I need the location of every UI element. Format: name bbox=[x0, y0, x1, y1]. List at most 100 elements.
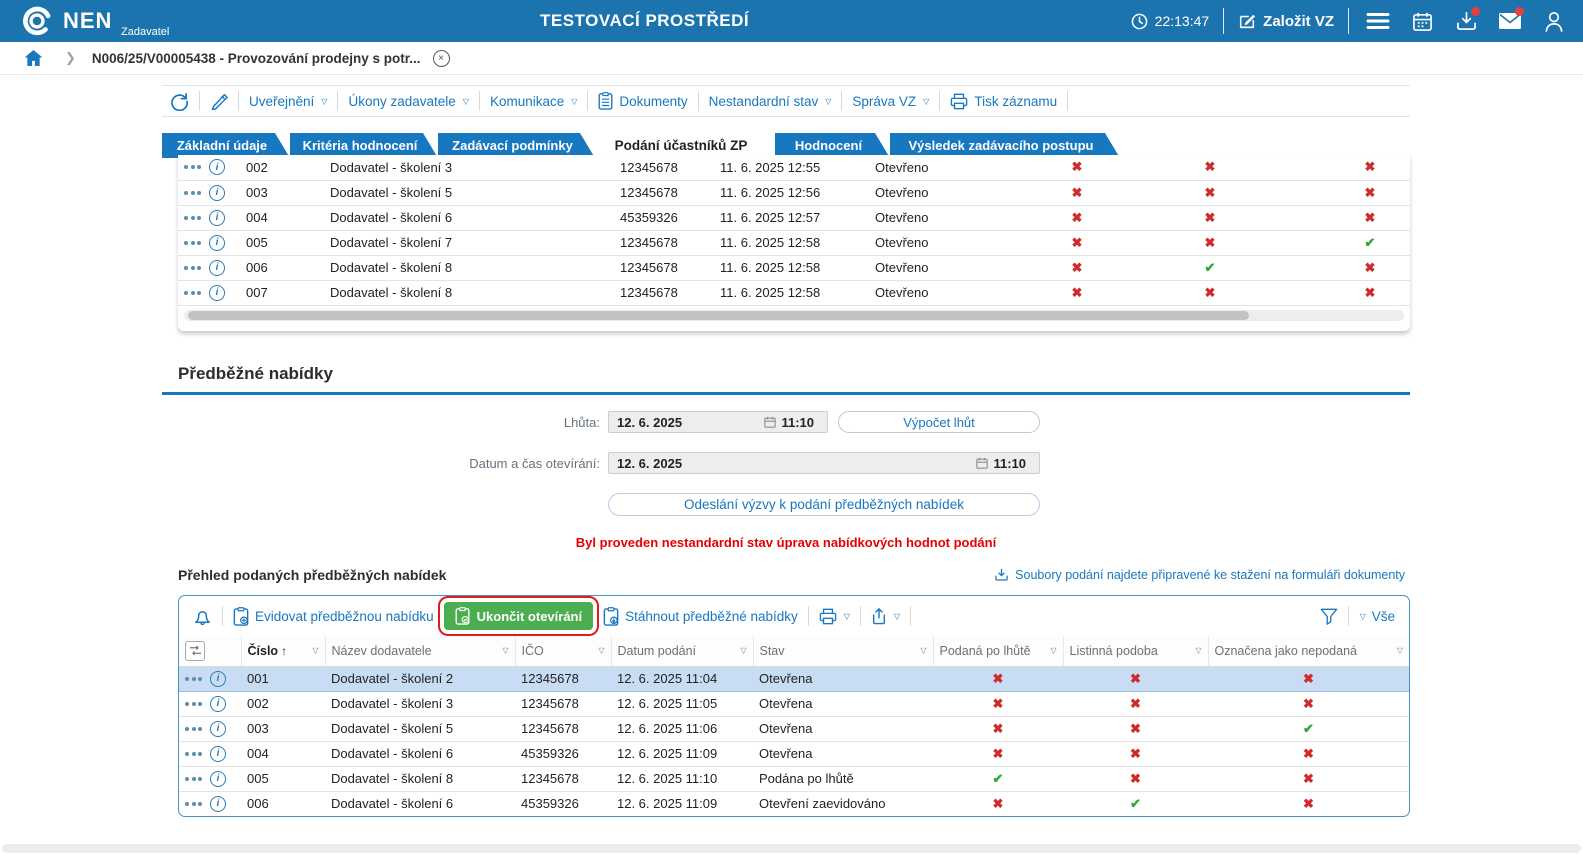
info-icon[interactable]: i bbox=[209, 159, 225, 176]
table-row[interactable]: i 006 Dodavatel - školení 8 12345678 11. 6.… bbox=[178, 255, 1410, 281]
calc-deadlines-button[interactable]: Výpočet lhůt bbox=[838, 411, 1040, 433]
table-row[interactable]: i 002 Dodavatel - školení 3 12345678 11. 6.… bbox=[178, 155, 1410, 181]
opening-field[interactable]: 12. 6. 2025 11:10 bbox=[608, 452, 1040, 474]
scrollbar-thumb[interactable] bbox=[188, 310, 1250, 320]
row-menu-icon[interactable] bbox=[184, 215, 201, 220]
filter-chevron-icon[interactable]: ▽ bbox=[920, 646, 927, 656]
column-header-ico[interactable]: IČO ▽ bbox=[515, 636, 612, 667]
download-files-note[interactable]: Soubory podání najdete připravené ke sta… bbox=[994, 568, 1405, 582]
export-button[interactable]: ▽ bbox=[871, 607, 900, 625]
info-icon[interactable]: i bbox=[210, 795, 226, 812]
filter-chevron-icon[interactable]: ▽ bbox=[312, 646, 319, 656]
late-flag: ✖ bbox=[1014, 230, 1140, 256]
info-icon[interactable]: i bbox=[209, 209, 225, 226]
column-header-datum-podani[interactable]: Datum podání ▽ bbox=[611, 636, 754, 667]
filter-chevron-icon[interactable]: ▽ bbox=[502, 646, 509, 656]
toolbar-tisk-zaznamu[interactable]: Tisk záznamu bbox=[950, 93, 1057, 110]
info-icon[interactable]: i bbox=[210, 695, 226, 712]
toolbar-komunikace[interactable]: Komunikace ▽ bbox=[489, 93, 578, 109]
send-call-button[interactable]: Odeslání výzvy k podání předběžných nabí… bbox=[608, 493, 1040, 516]
row-menu-icon[interactable] bbox=[185, 801, 202, 806]
column-header-oznacena-jako-nepodana[interactable]: Označena jako nepodaná ▽ bbox=[1208, 636, 1409, 667]
table-row[interactable]: i 006 Dodavatel - školení 6 45359326 12. 6.… bbox=[179, 791, 1409, 816]
breadcrumb-close-icon[interactable]: × bbox=[432, 49, 450, 67]
toolbar-uverejneni[interactable]: Uveřejnění ▽ bbox=[249, 93, 328, 109]
info-icon[interactable]: i bbox=[209, 184, 225, 201]
column-header-stav[interactable]: Stav ▽ bbox=[753, 636, 934, 667]
horizontal-scrollbar[interactable] bbox=[184, 309, 1404, 321]
toolbar-ukony-zadavatele[interactable]: Úkony zadavatele ▽ bbox=[348, 93, 469, 109]
table-row[interactable]: i 005 Dodavatel - školení 8 12345678 12. 6.… bbox=[179, 766, 1409, 792]
separator bbox=[478, 91, 480, 111]
info-icon[interactable]: i bbox=[209, 284, 225, 301]
notifications-button[interactable] bbox=[193, 607, 212, 626]
print-table-button[interactable]: ▽ bbox=[819, 608, 850, 625]
tab-kriteria-hodnoceni[interactable]: Kritéria hodnocení bbox=[290, 133, 438, 158]
tab-zadavaci-podminky[interactable]: Zadávací podmínky bbox=[438, 133, 595, 158]
breadcrumb-item[interactable]: N006/25/V00005438 - Provozování prodejny… bbox=[91, 50, 421, 66]
row-menu-icon[interactable] bbox=[184, 190, 201, 195]
page-horizontal-scrollbar[interactable] bbox=[2, 844, 1581, 853]
tab-vysledek-zadavaciho-postupu[interactable]: Výsledek zadávacího postupu bbox=[890, 133, 1120, 158]
tab-podani-ucastniku-zp[interactable]: Podání účastníků ZP bbox=[595, 133, 775, 158]
profile-button[interactable] bbox=[1539, 6, 1569, 36]
table-row[interactable]: i 003 Dodavatel - školení 5 12345678 11. 6.… bbox=[178, 180, 1410, 206]
stahnout-button[interactable]: Stáhnout předběžné nabídky bbox=[603, 606, 798, 626]
toolbar-sprava-vz[interactable]: Správa VZ ▽ bbox=[852, 93, 930, 109]
column-header-podana-po-lhute[interactable]: Podaná po lhůtě ▽ bbox=[933, 636, 1064, 667]
row-menu-icon[interactable] bbox=[184, 265, 201, 270]
table-row[interactable]: i 004 Dodavatel - školení 6 45359326 11. 6.… bbox=[178, 205, 1410, 231]
toolbar-nestandardni-stav[interactable]: Nestandardní stav ▽ bbox=[708, 93, 832, 109]
row-menu-icon[interactable] bbox=[185, 726, 202, 731]
ukoncit-oteviani-button[interactable]: Ukončit otevírání bbox=[437, 596, 600, 636]
edit-button[interactable] bbox=[210, 92, 228, 110]
late-flag: ✖ bbox=[1014, 280, 1140, 306]
table-row[interactable]: i 003 Dodavatel - školení 5 12345678 12. 6.… bbox=[179, 716, 1409, 742]
calendar-button[interactable] bbox=[1407, 6, 1437, 36]
chevron-down-icon: ▽ bbox=[321, 96, 328, 106]
table-row[interactable]: i 002 Dodavatel - školení 3 12345678 12. 6.… bbox=[179, 691, 1409, 717]
table-row[interactable]: i 005 Dodavatel - školení 7 12345678 11. 6.… bbox=[178, 230, 1410, 256]
filter-chevron-icon[interactable]: ▽ bbox=[1050, 646, 1057, 656]
column-header-nazev[interactable]: Název dodavatele ▽ bbox=[325, 636, 516, 667]
filter-chevron-icon[interactable]: ▽ bbox=[1195, 646, 1202, 656]
create-vz-button[interactable]: Založit VZ bbox=[1238, 12, 1334, 30]
home-icon[interactable] bbox=[24, 49, 43, 67]
toolbar-dokumenty[interactable]: Dokumenty bbox=[598, 92, 688, 110]
row-menu-icon[interactable] bbox=[184, 165, 201, 170]
filter-button[interactable] bbox=[1320, 608, 1338, 625]
filter-chevron-icon[interactable]: ▽ bbox=[598, 646, 605, 656]
evidovat-button[interactable]: Evidovat předběžnou nabídku bbox=[233, 606, 434, 626]
column-header-cislo[interactable]: Číslo ↑ ▽ bbox=[241, 636, 326, 667]
info-icon[interactable]: i bbox=[209, 259, 225, 276]
column-header-listinna-podoba[interactable]: Listinná podoba ▽ bbox=[1063, 636, 1209, 667]
paper-flag: ✖ bbox=[1140, 280, 1280, 306]
row-menu-icon[interactable] bbox=[184, 290, 201, 295]
row-menu-icon[interactable] bbox=[185, 751, 202, 756]
downloads-button[interactable] bbox=[1451, 6, 1481, 36]
tab-zakladni-udaje[interactable]: Základní údaje bbox=[162, 133, 290, 158]
nen-logo[interactable]: NEN Zadavatel bbox=[20, 4, 169, 38]
view-all-selector[interactable]: ▽ Vše bbox=[1359, 608, 1395, 624]
refresh-button[interactable] bbox=[170, 92, 189, 111]
row-menu-icon[interactable] bbox=[185, 676, 202, 681]
info-icon[interactable]: i bbox=[210, 770, 226, 787]
info-icon[interactable]: i bbox=[210, 745, 226, 762]
row-menu-icon[interactable] bbox=[185, 701, 202, 706]
filter-chevron-icon[interactable]: ▽ bbox=[740, 646, 747, 656]
table-row[interactable]: i 007 Dodavatel - školení 8 12345678 11. 6.… bbox=[178, 280, 1410, 306]
tab-hodnoceni[interactable]: Hodnocení bbox=[775, 133, 890, 158]
info-icon[interactable]: i bbox=[210, 720, 226, 737]
row-menu-icon[interactable] bbox=[184, 240, 201, 245]
messages-button[interactable] bbox=[1495, 6, 1525, 36]
table-row[interactable]: i 004 Dodavatel - školení 6 45359326 12. 6.… bbox=[179, 741, 1409, 767]
info-icon[interactable]: i bbox=[209, 234, 225, 251]
deadline-field[interactable]: 12. 6. 2025 11:10 bbox=[608, 411, 828, 433]
table-row-selected[interactable]: i 001 Dodavatel - školení 2 12345678 12. 6.… bbox=[179, 666, 1409, 692]
filter-chevron-icon[interactable]: ▽ bbox=[1396, 646, 1403, 656]
row-menu-icon[interactable] bbox=[185, 776, 202, 781]
deadline-row: Lhůta: 12. 6. 2025 11:10 Výpočet lhůt bbox=[162, 411, 1410, 433]
column-settings-icon[interactable] bbox=[185, 640, 205, 661]
menu-button[interactable] bbox=[1363, 6, 1393, 36]
info-icon[interactable]: i bbox=[210, 670, 226, 687]
